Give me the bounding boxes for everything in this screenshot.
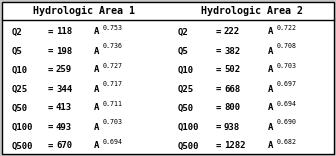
- Text: 0.703: 0.703: [103, 119, 123, 125]
- Text: A: A: [268, 122, 274, 132]
- Text: =: =: [216, 141, 221, 151]
- Text: A: A: [94, 103, 99, 112]
- Text: 382: 382: [224, 46, 240, 56]
- Text: Q50: Q50: [12, 103, 28, 112]
- Text: =: =: [216, 103, 221, 112]
- Text: 0.711: 0.711: [103, 100, 123, 107]
- Text: Q2: Q2: [178, 27, 189, 37]
- Text: A: A: [268, 46, 274, 56]
- Text: Q25: Q25: [12, 85, 28, 93]
- Text: =: =: [216, 66, 221, 75]
- Text: =: =: [48, 46, 53, 56]
- Text: 0.690: 0.690: [277, 119, 297, 125]
- Text: A: A: [94, 46, 99, 56]
- Text: 222: 222: [224, 27, 240, 37]
- Text: 198: 198: [56, 46, 72, 56]
- Text: 0.682: 0.682: [277, 139, 297, 144]
- Text: =: =: [216, 122, 221, 132]
- Text: Q10: Q10: [12, 66, 28, 75]
- Text: 0.703: 0.703: [277, 63, 297, 68]
- Text: Q2: Q2: [12, 27, 23, 37]
- Text: =: =: [48, 103, 53, 112]
- Text: =: =: [48, 66, 53, 75]
- Text: 1282: 1282: [224, 141, 246, 151]
- Text: A: A: [94, 122, 99, 132]
- Text: 0.736: 0.736: [103, 44, 123, 49]
- Text: =: =: [48, 122, 53, 132]
- Text: A: A: [94, 85, 99, 93]
- Text: 668: 668: [224, 85, 240, 93]
- Text: A: A: [94, 66, 99, 75]
- Text: Q100: Q100: [178, 122, 200, 132]
- Text: 0.727: 0.727: [103, 63, 123, 68]
- Text: 0.694: 0.694: [277, 100, 297, 107]
- Text: =: =: [216, 85, 221, 93]
- Text: 800: 800: [224, 103, 240, 112]
- Text: Hydrologic Area 1: Hydrologic Area 1: [33, 6, 135, 16]
- Text: Q500: Q500: [178, 141, 200, 151]
- Text: Q500: Q500: [12, 141, 34, 151]
- Text: 493: 493: [56, 122, 72, 132]
- Text: 0.708: 0.708: [277, 44, 297, 49]
- Text: Q100: Q100: [12, 122, 34, 132]
- Text: 502: 502: [224, 66, 240, 75]
- Text: Q50: Q50: [178, 103, 194, 112]
- Text: 0.717: 0.717: [103, 81, 123, 88]
- Text: 0.697: 0.697: [277, 81, 297, 88]
- Text: =: =: [216, 46, 221, 56]
- Text: 0.753: 0.753: [103, 24, 123, 31]
- Text: 670: 670: [56, 141, 72, 151]
- Text: A: A: [268, 103, 274, 112]
- Text: A: A: [94, 27, 99, 37]
- Text: 0.722: 0.722: [277, 24, 297, 31]
- Text: A: A: [268, 141, 274, 151]
- Text: 413: 413: [56, 103, 72, 112]
- Text: 0.694: 0.694: [103, 139, 123, 144]
- Text: =: =: [48, 141, 53, 151]
- Text: =: =: [48, 27, 53, 37]
- Text: Hydrologic Area 2: Hydrologic Area 2: [201, 6, 303, 16]
- Text: A: A: [268, 85, 274, 93]
- Text: A: A: [268, 27, 274, 37]
- Text: Q10: Q10: [178, 66, 194, 75]
- Text: Q5: Q5: [12, 46, 23, 56]
- Text: 344: 344: [56, 85, 72, 93]
- Text: A: A: [94, 141, 99, 151]
- Text: Q25: Q25: [178, 85, 194, 93]
- Text: 118: 118: [56, 27, 72, 37]
- Text: =: =: [48, 85, 53, 93]
- Text: 938: 938: [224, 122, 240, 132]
- Text: A: A: [268, 66, 274, 75]
- Text: =: =: [216, 27, 221, 37]
- Text: 259: 259: [56, 66, 72, 75]
- Text: Q5: Q5: [178, 46, 189, 56]
